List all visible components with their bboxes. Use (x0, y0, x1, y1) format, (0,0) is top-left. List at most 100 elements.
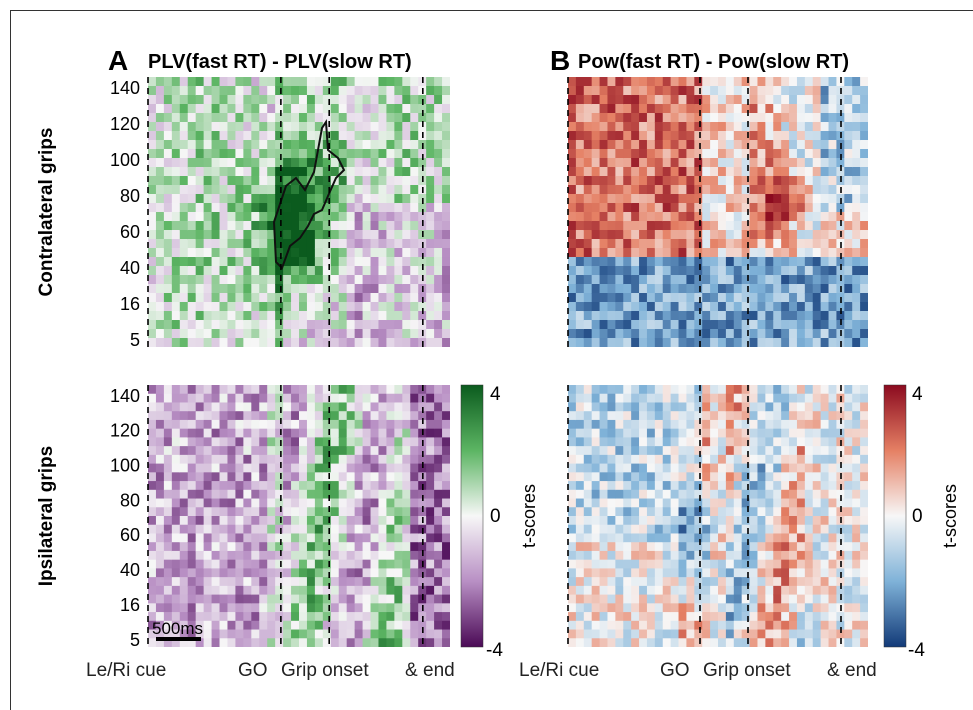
heatmap-cell (291, 402, 300, 412)
heatmap-cell (773, 311, 782, 321)
heatmap-cell (615, 638, 624, 647)
heatmap-cell (338, 329, 348, 339)
heatmap-cell (781, 428, 790, 438)
heatmap-cell (820, 472, 830, 482)
heatmap-cell (607, 131, 616, 141)
heatmap-cell (710, 612, 719, 622)
heatmap-cell (583, 437, 593, 447)
heatmap-cell (235, 542, 244, 552)
heatmap-cell (710, 550, 719, 561)
heatmap-cell (631, 122, 640, 132)
heatmap-cell (860, 113, 868, 123)
heatmap-cell (757, 585, 766, 596)
heatmap-cell (243, 194, 252, 204)
heatmap-cell (235, 239, 244, 249)
heatmap-cell (860, 481, 868, 491)
heatmap-cell (378, 248, 388, 258)
heatmap-cell (733, 257, 743, 267)
heatmap-cell (820, 568, 830, 578)
heatmap-cell (299, 524, 308, 535)
heatmap-cell (410, 594, 419, 604)
heatmap-cell (179, 463, 189, 473)
heatmap-cell (267, 385, 276, 395)
heatmap-cell (195, 149, 205, 159)
heatmap-cell (338, 481, 348, 491)
heatmap-cell (171, 516, 181, 526)
heatmap-cell (402, 140, 411, 150)
heatmap-cell (686, 454, 695, 465)
heatmap-cell (235, 577, 244, 587)
heatmap-cell (426, 140, 435, 150)
heatmap-cell (322, 489, 332, 500)
heatmap-cell (741, 221, 751, 231)
heatmap-cell (195, 95, 205, 105)
heatmap-cell (203, 542, 213, 552)
heatmap-cell (195, 293, 205, 303)
heatmap-cell (219, 507, 229, 517)
heatmap-cell (678, 158, 688, 168)
heatmap-cell (354, 472, 364, 482)
heatmap-cell (354, 86, 364, 96)
heatmap-cell (820, 393, 830, 404)
heatmap-cell (155, 176, 165, 186)
heatmap-cell (203, 620, 213, 631)
heatmap-cell (442, 594, 450, 604)
heatmap-cell (394, 498, 403, 508)
heatmap-cell (362, 176, 372, 186)
heatmap-cell (346, 149, 356, 159)
heatmap-cell (330, 524, 340, 535)
heatmap-cell (615, 542, 624, 552)
heatmap-cell (828, 293, 838, 303)
heatmap-cell (163, 428, 173, 438)
heatmap-cell (283, 185, 292, 195)
heatmap-cell (725, 293, 735, 303)
heatmap-cell (828, 122, 838, 132)
heatmap-cell (725, 275, 735, 285)
heatmap-cell (678, 95, 688, 105)
heatmap-cell (187, 257, 197, 267)
heatmap-cell (741, 203, 751, 213)
heatmap-cell (148, 542, 157, 552)
heatmap-cell (235, 185, 244, 195)
heatmap-cell (615, 446, 624, 456)
heatmap-cell (804, 230, 814, 240)
heatmap-cell (155, 221, 165, 231)
colorbar-b-label: t-scores (940, 484, 960, 548)
heatmap-cell (804, 284, 814, 294)
heatmap-cell (623, 454, 632, 465)
heatmap-cell (678, 212, 688, 222)
heatmap-cell (187, 411, 197, 421)
heatmap-cell (275, 629, 284, 639)
heatmap-cell (338, 203, 348, 213)
heatmap-cell (860, 203, 868, 213)
heatmap-cell (654, 638, 664, 647)
heatmap-cell (654, 385, 664, 395)
heatmap-cell (678, 393, 688, 404)
heatmap-cell (211, 104, 221, 114)
heatmap-cell (227, 463, 237, 473)
heatmap-cell (394, 194, 403, 204)
heatmap-cell (394, 533, 403, 543)
heatmap-cell (251, 603, 260, 613)
heatmap-cell (291, 533, 300, 543)
heatmap-cell (670, 239, 680, 249)
heatmap-cell (235, 257, 244, 267)
heatmap-cell (820, 489, 830, 500)
heatmap-cell (710, 284, 719, 294)
heatmap-cell (591, 239, 601, 249)
heatmap-cell (299, 329, 308, 339)
heatmap-cell (852, 203, 861, 213)
heatmap-cell (283, 507, 292, 517)
heatmap-cell (243, 454, 252, 465)
heatmap-cell (749, 113, 759, 123)
heatmap-cell (163, 629, 173, 639)
heatmap-cell (418, 104, 427, 114)
heatmap-cell (583, 239, 593, 249)
heatmap-cell (259, 498, 268, 508)
heatmap-cell (338, 266, 348, 276)
heatmap-cell (812, 320, 822, 330)
heatmap-cell (646, 122, 656, 132)
heatmap-cell (410, 542, 419, 552)
heatmap-cell (631, 329, 640, 339)
heatmap-cell (148, 221, 157, 231)
